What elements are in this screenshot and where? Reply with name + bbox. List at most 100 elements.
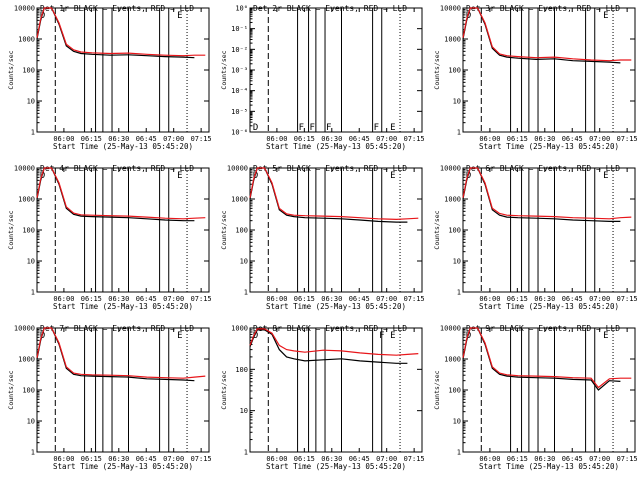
x-tick-label: 06:30 [534, 135, 555, 143]
segment-flag: F [374, 123, 379, 133]
segment-flag: E [390, 331, 395, 341]
y-tick-label: 1 [31, 289, 35, 297]
y-tick-label: 1000 [18, 356, 35, 364]
x-tick-label: 06:45 [349, 135, 370, 143]
x-tick-label: 06:15 [507, 135, 528, 143]
y-tick-label: 100 [22, 67, 35, 75]
x-axis-label: Start Time (25-May-13 05:45:20) [53, 462, 193, 471]
y-tick-label: 100 [448, 67, 461, 75]
series-lld-line [36, 7, 206, 57]
x-tick-label: 06:45 [349, 455, 370, 463]
x-tick-label: 07:15 [191, 295, 212, 303]
y-tick-label: 100 [235, 227, 248, 235]
series-events-line [249, 329, 408, 364]
x-tick-label: 06:00 [53, 455, 74, 463]
x-tick-label: 06:00 [53, 295, 74, 303]
y-tick-label: 1000 [18, 196, 35, 204]
x-tick-label: 06:45 [136, 135, 157, 143]
y-axis-label: Counts/sec [433, 50, 441, 89]
y-tick-label: 10 [453, 258, 461, 266]
x-tick-label: 06:30 [534, 295, 555, 303]
x-tick-label: 07:00 [589, 295, 610, 303]
y-tick-label: 1000 [231, 196, 248, 204]
y-tick-label: 1 [457, 129, 461, 137]
x-tick-label: 06:15 [507, 455, 528, 463]
x-tick-label: 07:00 [163, 295, 184, 303]
y-tick-label: 1 [457, 289, 461, 297]
segment-flag: F [310, 123, 315, 133]
y-tick-label: 1000 [444, 196, 461, 204]
y-tick-label: 100 [448, 227, 461, 235]
x-tick-label: 06:00 [266, 295, 287, 303]
y-tick-label: 1000 [444, 36, 461, 44]
y-tick-label: 10000 [440, 5, 461, 13]
segment-flag: F [299, 123, 304, 133]
series-lld-line [462, 7, 632, 62]
series-lld-line [249, 167, 419, 221]
x-axis-label: Start Time (25-May-13 05:45:20) [479, 302, 619, 311]
y-tick-label: 1 [244, 449, 248, 457]
y-tick-label: 10 [27, 98, 35, 106]
plot-frame [249, 327, 423, 453]
y-axis-label: Counts/sec [220, 370, 228, 409]
y-tick-label: 10⁰ [235, 5, 248, 13]
x-tick-label: 06:15 [81, 135, 102, 143]
x-tick-label: 06:15 [294, 295, 315, 303]
x-axis-label: Start Time (25-May-13 05:45:20) [266, 302, 406, 311]
y-tick-label: 10000 [14, 5, 35, 13]
y-tick-label: 100 [22, 227, 35, 235]
x-tick-label: 06:15 [294, 455, 315, 463]
y-axis-label: Counts/sec [7, 210, 15, 249]
x-tick-label: 06:45 [562, 455, 583, 463]
segment-flag: E [390, 123, 395, 133]
y-axis-label: Counts/sec [220, 50, 228, 89]
y-tick-label: 1 [457, 449, 461, 457]
x-axis-label: Start Time (25-May-13 05:45:20) [479, 142, 619, 151]
y-tick-label: 10 [453, 418, 461, 426]
x-tick-label: 07:00 [376, 295, 397, 303]
x-axis-label: Start Time (25-May-13 05:45:20) [53, 302, 193, 311]
segment-flag: E [177, 171, 182, 181]
segment-flag: E [390, 171, 395, 181]
x-tick-label: 06:30 [108, 455, 129, 463]
x-tick-label: 07:15 [191, 455, 212, 463]
y-axis-label: Counts/sec [7, 50, 15, 89]
x-tick-label: 07:00 [376, 135, 397, 143]
y-tick-label: 10 [240, 407, 248, 415]
segment-flag: E [603, 331, 608, 341]
y-axis-label: Counts/sec [7, 370, 15, 409]
x-tick-label: 07:15 [617, 135, 638, 143]
x-tick-label: 06:30 [321, 295, 342, 303]
y-tick-label: 1000 [18, 36, 35, 44]
x-tick-label: 06:00 [479, 455, 500, 463]
y-tick-label: 100 [22, 387, 35, 395]
x-tick-label: 07:00 [163, 455, 184, 463]
y-tick-label: 10000 [440, 165, 461, 173]
y-tick-label: 10000 [14, 165, 35, 173]
y-tick-label: 10⁻⁶ [231, 129, 248, 137]
y-tick-label: 10⁻⁴ [231, 87, 248, 95]
y-tick-label: 10 [27, 418, 35, 426]
y-tick-label: 1 [31, 129, 35, 137]
x-tick-label: 06:45 [562, 295, 583, 303]
y-tick-label: 1000 [231, 325, 248, 333]
x-tick-label: 06:15 [507, 295, 528, 303]
x-axis-label: Start Time (25-May-13 05:45:20) [479, 462, 619, 471]
x-tick-label: 06:30 [108, 295, 129, 303]
y-axis-label: Counts/sec [220, 210, 228, 249]
x-tick-label: 06:15 [294, 135, 315, 143]
segment-flag: F [379, 331, 384, 341]
x-axis-label: Start Time (25-May-13 05:45:20) [266, 142, 406, 151]
segment-flag: E [603, 11, 608, 21]
y-tick-label: 100 [448, 387, 461, 395]
x-tick-label: 06:45 [136, 455, 157, 463]
